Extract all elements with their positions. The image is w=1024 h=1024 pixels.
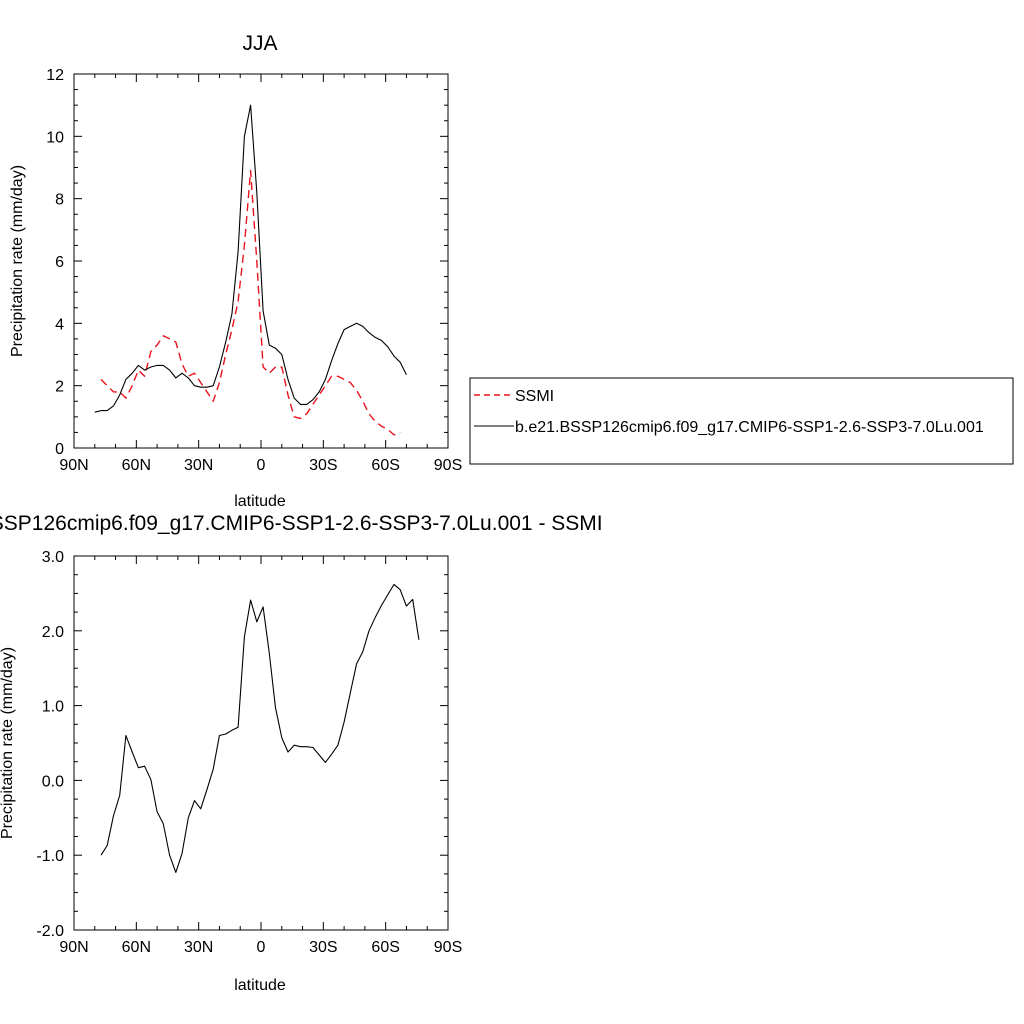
bottom-y-axis-label: Precipitation rate (mm/day) [0,647,16,839]
top-x-tick-label: 60S [371,457,399,474]
top-y-tick-label: 12 [46,67,64,84]
bottom-tick-layer: 90N 60N 30N 0 30S 60S 90S -2.0 -1.0 0.0 1.0 2.0 3.0 [36,549,462,956]
legend-box [469,377,1014,465]
top-x-axis-label: latitude [234,493,286,510]
legend-label-ssmi: SSMI [515,388,554,405]
top-plot-frame [73,73,449,449]
top-y-axis-label: Precipitation rate (mm/day) [9,165,26,357]
top-x-tick-label: 90N [59,457,88,474]
bottom-chart-title: b.e21.BSSP126cmip6.f09_g17.CMIP6-SSP1-2.… [0,512,603,535]
top-y-tick-label: 6 [55,254,64,271]
bottom-x-axis-label: latitude [234,977,286,994]
bottom-y-tick-label: -2.0 [36,923,64,940]
top-tick-layer: 90N 60N 30N 0 30S 60S 90S 0 2 4 6 8 10 12 [46,67,462,474]
top-chart-title: JJA [242,32,277,55]
top-series-line-model [94,104,407,413]
top-y-tick-label: 2 [55,379,64,396]
top-series-layer [94,104,407,436]
bottom-y-tick-label: 3.0 [42,549,64,566]
bottom-x-tick-label: 30N [184,939,213,956]
top-x-tick-label: 0 [257,457,266,474]
top-y-tick-label: 4 [55,316,64,333]
legend-label-model: b.e21.BSSP126cmip6.f09_g17.CMIP6-SSP1-2.… [515,419,984,436]
top-x-tick-label: 60N [122,457,151,474]
top-y-tick-label: 8 [55,192,64,209]
top-x-tick-label: 30S [309,457,337,474]
bottom-plot-frame [73,555,449,931]
bottom-y-tick-label: 2.0 [42,624,64,641]
bottom-panel: b.e21.BSSP126cmip6.f09_g17.CMIP6-SSP1-2.… [0,512,603,994]
bottom-series-line-difference [100,583,420,873]
bottom-y-tick-label: -1.0 [36,848,64,865]
top-x-tick-label: 90S [434,457,462,474]
bottom-series-layer [100,583,420,873]
bottom-x-tick-label: 60S [371,939,399,956]
bottom-x-tick-label: 90S [434,939,462,956]
top-series-line-ssmi [100,169,401,436]
top-x-tick-label: 30N [184,457,213,474]
top-y-tick-label: 10 [46,129,64,146]
bottom-x-tick-label: 30S [309,939,337,956]
top-y-tick-label: 0 [55,441,64,458]
bottom-y-tick-label: 0.0 [42,773,64,790]
bottom-x-tick-label: 0 [257,939,266,956]
legend: SSMI b.e21.BSSP126cmip6.f09_g17.CMIP6-SS… [469,377,1014,465]
bottom-x-tick-label: 90N [59,939,88,956]
bottom-y-tick-label: 1.0 [42,699,64,716]
bottom-x-tick-label: 60N [122,939,151,956]
top-panel: JJA Precipitation rate (mm/day) latitude… [9,32,462,510]
